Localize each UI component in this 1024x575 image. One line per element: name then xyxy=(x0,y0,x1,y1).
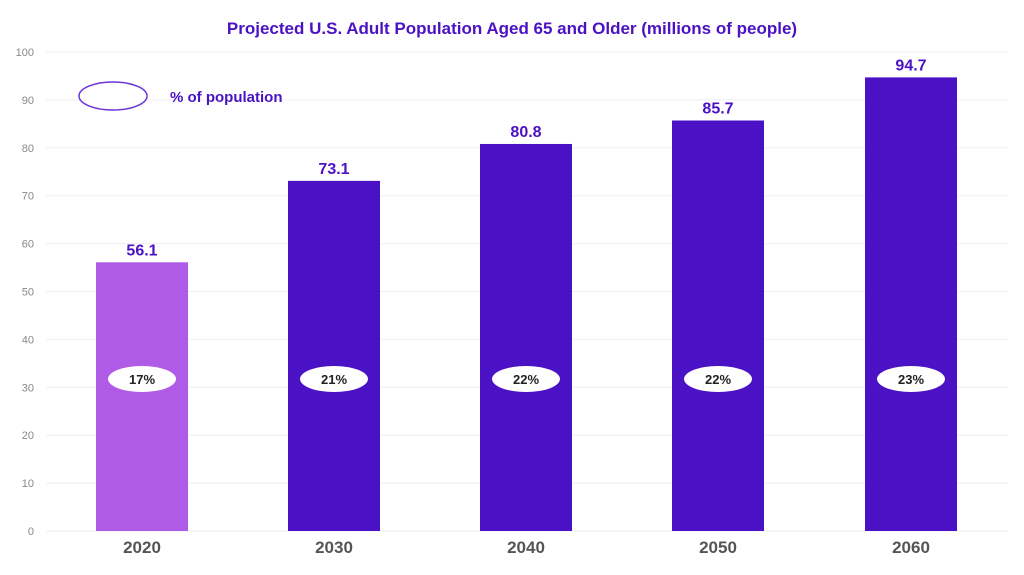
percent-ellipse xyxy=(108,366,176,392)
x-tick-label: 2020 xyxy=(123,538,161,557)
bars: 56.1 17% 2020 73.1 21% 2030 80.8 22% 2040 85.7 22%… xyxy=(96,57,957,557)
x-tick-label: 2060 xyxy=(892,538,930,557)
percent-label: 23% xyxy=(898,372,924,387)
value-label: 94.7 xyxy=(895,57,926,74)
percent-label: 21% xyxy=(321,372,347,387)
percent-ellipse xyxy=(684,366,752,392)
bar-2040 xyxy=(480,143,572,531)
bar-2020 xyxy=(96,262,188,531)
y-tick-label: 20 xyxy=(22,430,34,442)
value-label: 73.1 xyxy=(318,161,349,178)
y-tick-label: 100 xyxy=(16,47,34,59)
y-tick-label: 10 xyxy=(22,478,34,490)
bar-2060 xyxy=(865,77,957,532)
y-tick-label: 30 xyxy=(22,382,34,394)
legend-label: % of population xyxy=(170,89,282,106)
percent-ellipse xyxy=(877,366,945,392)
x-tick-label: 2030 xyxy=(315,538,353,557)
bar-2030 xyxy=(288,180,380,531)
y-tick-label: 40 xyxy=(22,334,34,346)
y-tick-label: 80 xyxy=(22,143,34,155)
y-axis: 0 10 20 30 40 50 60 70 80 90 100 xyxy=(16,47,34,538)
percent-ellipse xyxy=(492,366,560,392)
legend: % of population xyxy=(78,81,282,111)
percent-ellipse xyxy=(300,366,368,392)
y-tick-label: 70 xyxy=(22,191,34,203)
value-label: 56.1 xyxy=(126,242,157,259)
y-tick-label: 60 xyxy=(22,239,34,251)
y-tick-label: 90 xyxy=(22,95,34,107)
chart-title: Projected U.S. Adult Population Aged 65 … xyxy=(227,19,797,38)
percent-label: 17% xyxy=(129,372,155,387)
y-tick-label: 50 xyxy=(22,287,34,299)
y-tick-label: 0 xyxy=(28,526,34,538)
x-tick-label: 2050 xyxy=(699,538,737,557)
value-label: 85.7 xyxy=(702,100,733,117)
percent-label: 22% xyxy=(513,372,539,387)
legend-ellipse-marker xyxy=(78,81,148,111)
value-label: 80.8 xyxy=(510,124,541,141)
bar-2050 xyxy=(672,120,764,531)
x-tick-label: 2040 xyxy=(507,538,545,557)
percent-label: 22% xyxy=(705,372,731,387)
